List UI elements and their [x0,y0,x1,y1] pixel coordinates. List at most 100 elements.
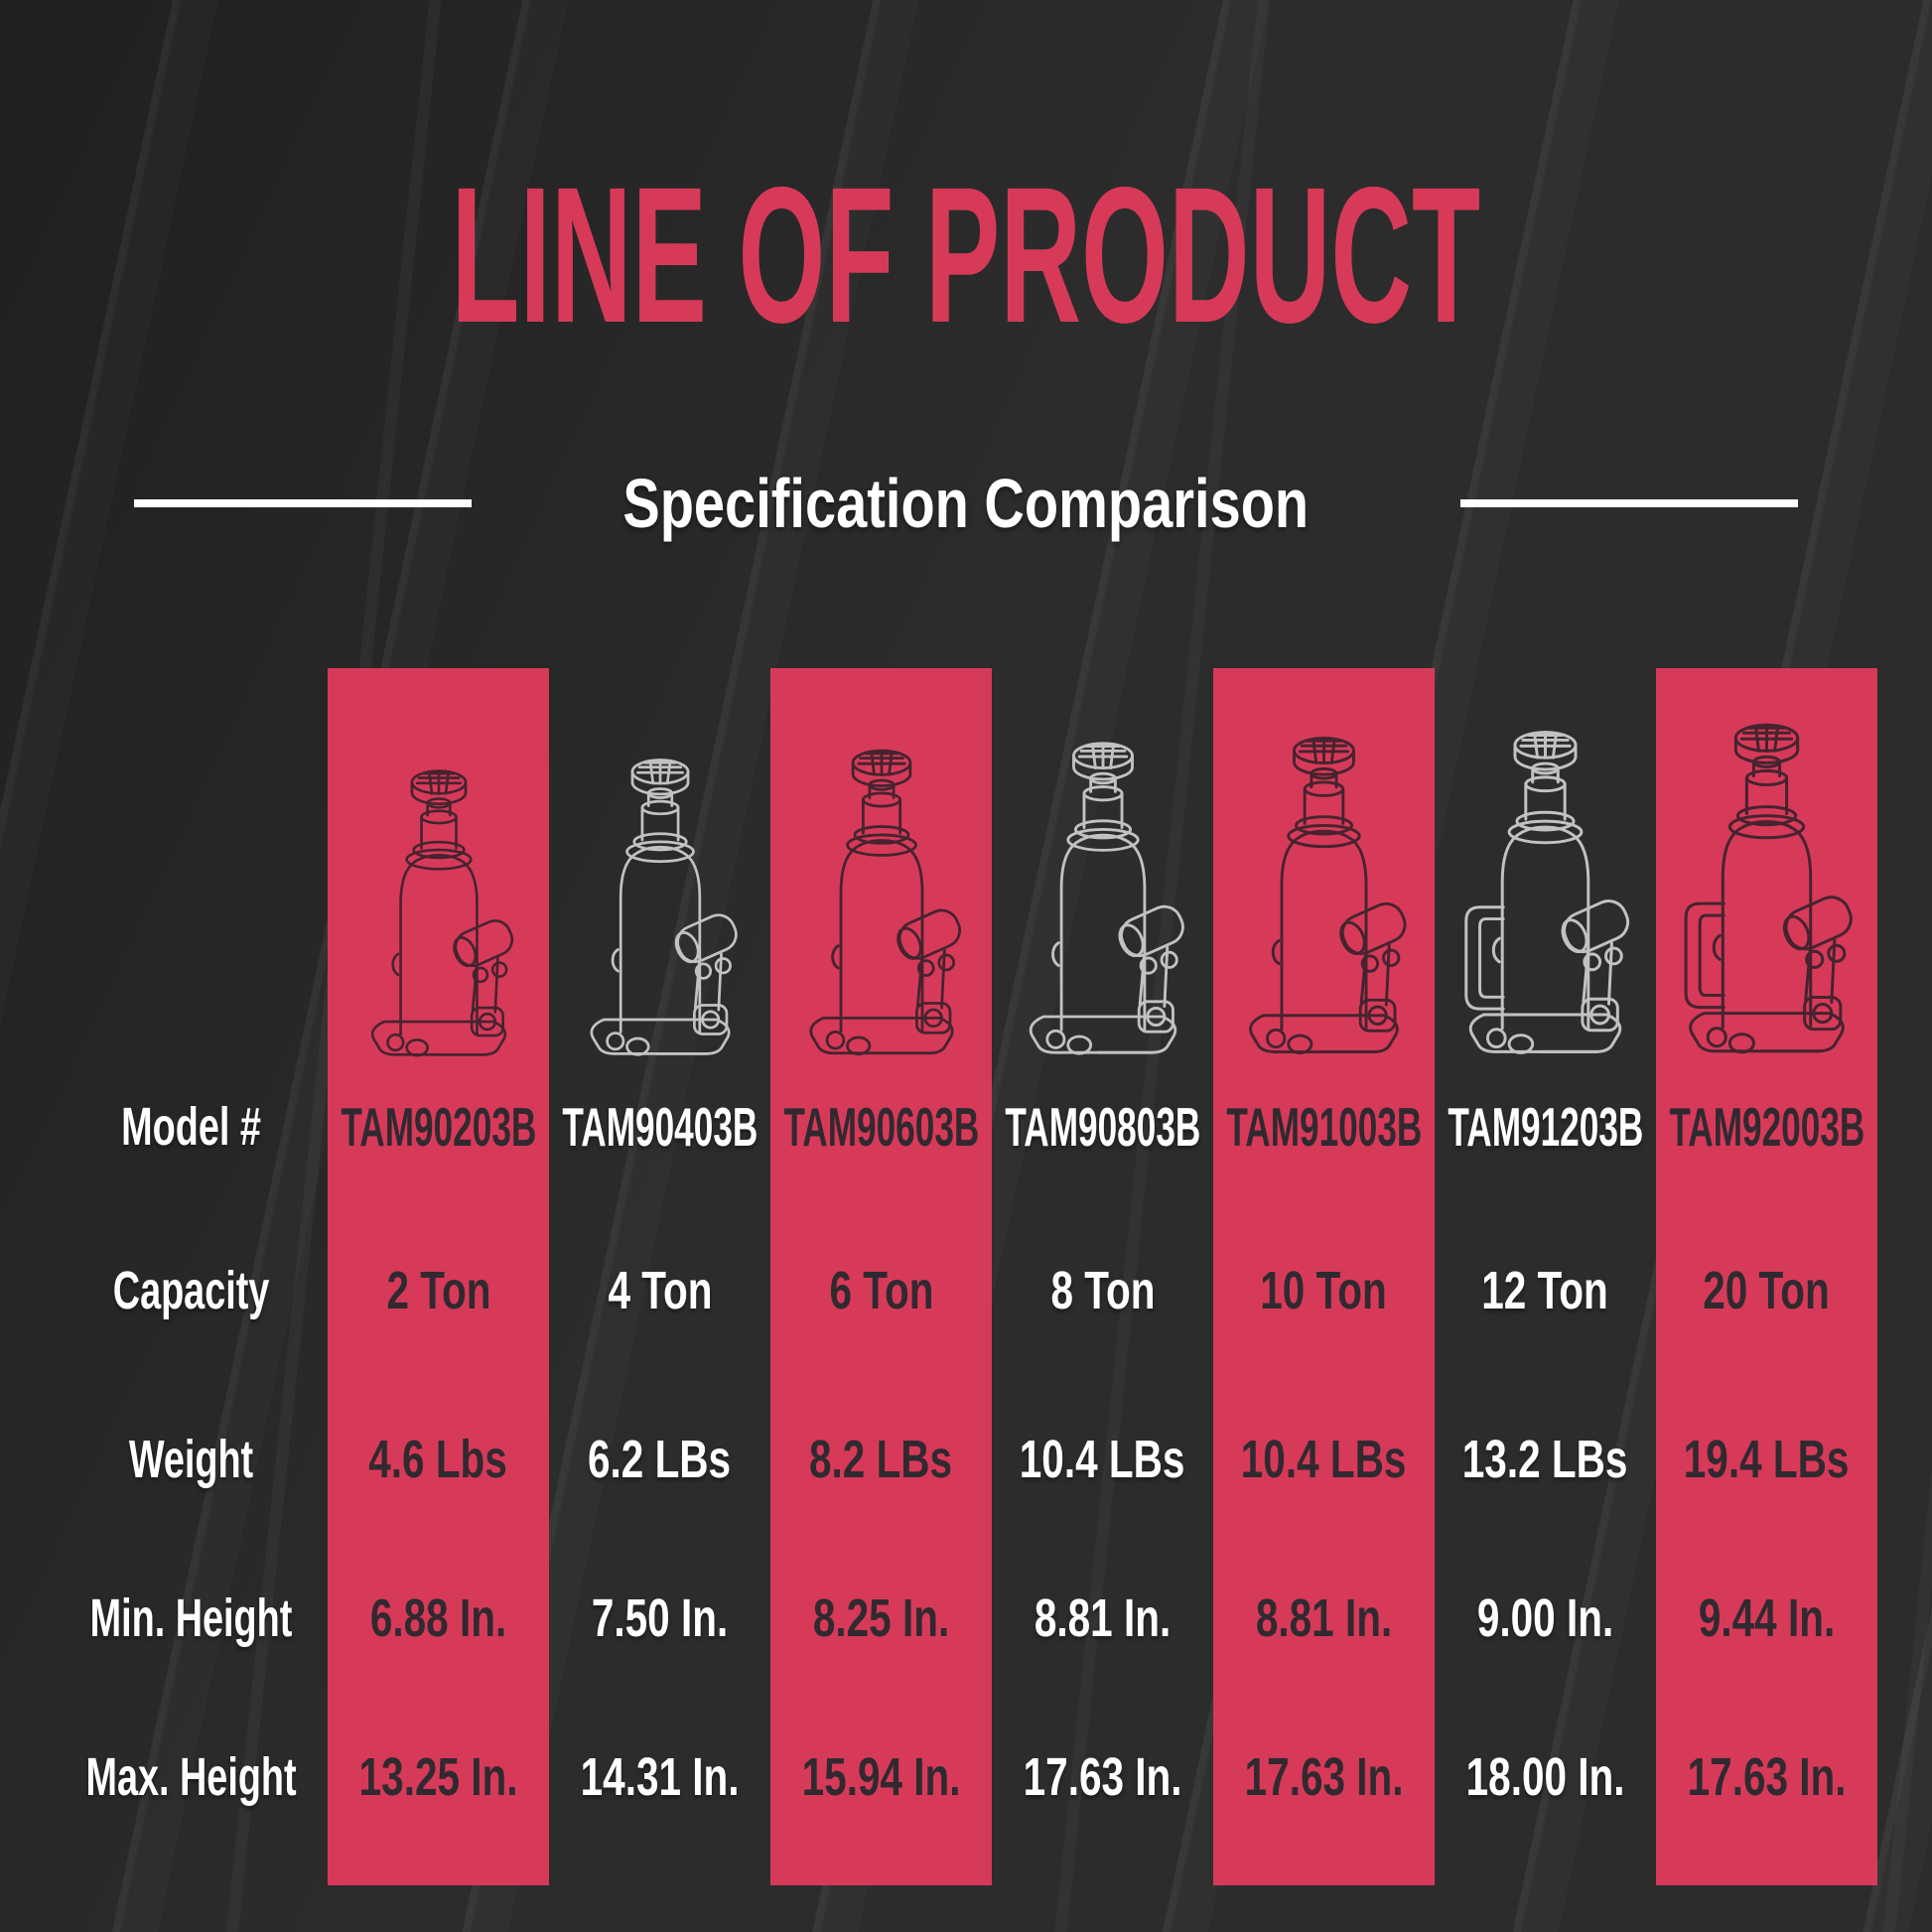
min-height-text: 8.81 In. [1255,1588,1393,1648]
weight-value-2: 6.2 LBs [549,1429,770,1490]
weight-text: 4.6 Lbs [368,1430,508,1489]
highlight-stripe-3 [1213,668,1435,1885]
row-label-capacity: Capacity [0,1260,328,1321]
capacity-value-2: 4 Ton [549,1260,770,1321]
bottle-jack-icon [1029,742,1189,1055]
jack-illustration-row [0,668,1877,1077]
model-value-6: TAM91203B [1435,1095,1656,1159]
row-label-max-height: Max. Height [0,1746,328,1808]
page-title-text: LINE OF PRODUCT [451,147,1481,363]
capacity-value-6: 12 Ton [1435,1260,1656,1321]
model-text: TAM90203B [341,1096,536,1158]
model-value-2: TAM90403B [549,1095,770,1159]
row-label-capacity-text: Capacity [112,1261,270,1320]
model-value-7: TAM92003B [1656,1095,1877,1159]
weight-text: 10.4 LBs [1241,1430,1407,1489]
capacity-text: 8 Ton [1049,1261,1155,1320]
weight-value-6: 13.2 LBs [1435,1429,1656,1490]
weight-value-7: 19.4 LBs [1656,1429,1877,1490]
weight-row: Weight 4.6 Lbs 6.2 LBs 8.2 LBs 10.4 LBs … [0,1420,1877,1499]
weight-text: 6.2 LBs [588,1430,732,1489]
min-height-value-4: 8.81 In. [992,1587,1213,1649]
min-height-value-3: 8.25 In. [770,1587,992,1649]
capacity-text: 12 Ton [1481,1261,1609,1320]
min-height-text: 6.88 In. [369,1588,507,1648]
weight-text: 10.4 LBs [1020,1430,1185,1489]
max-height-text: 17.63 In. [1687,1747,1847,1807]
bottle-jack-icon [808,749,966,1056]
min-height-text: 9.00 In. [1476,1588,1614,1648]
max-height-text: 17.63 In. [1244,1747,1404,1807]
model-value-3: TAM90603B [770,1095,992,1159]
bottle-jack-icon [589,759,743,1056]
min-height-value-7: 9.44 In. [1656,1587,1877,1649]
row-label-model: Model # [0,1096,328,1158]
row-label-weight-text: Weight [128,1430,254,1489]
weight-text: 13.2 LBs [1462,1430,1628,1489]
capacity-value-4: 8 Ton [992,1260,1213,1321]
highlight-stripe-2 [770,668,992,1885]
min-height-value-5: 8.81 In. [1213,1587,1435,1649]
row-label-model-text: Model # [121,1097,261,1157]
min-height-text: 8.25 In. [812,1588,950,1648]
jack-cell-4 [992,668,1213,1077]
max-height-value-3: 15.94 In. [770,1746,992,1808]
max-height-value-1: 13.25 In. [328,1746,549,1808]
min-height-text: 7.50 In. [591,1588,729,1648]
max-height-value-6: 18.00 In. [1435,1746,1656,1808]
min-height-text: 8.81 In. [1034,1588,1172,1648]
capacity-text: 10 Ton [1260,1261,1388,1320]
page-title: LINE OF PRODUCT [0,159,1932,352]
min-height-value-6: 9.00 In. [1435,1587,1656,1649]
capacity-row: Capacity 2 Ton 4 Ton 6 Ton 8 Ton 10 Ton … [0,1251,1877,1330]
max-height-value-4: 17.63 In. [992,1746,1213,1808]
model-row: Model # TAM90203B TAM90403B TAM90603B TA… [0,1087,1877,1167]
subtitle-row: Specification Comparison [0,459,1932,548]
model-value-4: TAM90803B [992,1095,1213,1159]
bottle-jack-with-handle-icon [1684,723,1859,1054]
row-label-min-height-text: Min. Height [89,1588,293,1648]
capacity-text: 20 Ton [1703,1261,1831,1320]
subtitle-rule-left [134,499,473,507]
row-label-max-height-text: Max. Height [85,1747,297,1807]
max-height-text: 18.00 In. [1465,1747,1625,1807]
weight-value-5: 10.4 LBs [1213,1429,1435,1490]
jack-cell-2 [549,668,770,1077]
bottle-jack-with-handle-icon [1464,731,1635,1054]
max-height-value-2: 14.31 In. [549,1746,770,1808]
model-text: TAM91203B [1448,1096,1643,1158]
jack-cell-6 [1435,668,1656,1077]
weight-value-3: 8.2 LBs [770,1429,992,1490]
max-height-text: 13.25 In. [358,1747,518,1807]
weight-value-1: 4.6 Lbs [328,1429,549,1490]
jack-cell-5 [1213,668,1435,1077]
capacity-text: 4 Ton [607,1261,712,1320]
page-subtitle: Specification Comparison [537,469,1394,538]
weight-text: 8.2 LBs [809,1430,953,1489]
bottle-jack-icon [370,769,518,1057]
subtitle-rule-right [1459,499,1798,507]
highlight-stripe-1 [328,668,549,1885]
jack-cell-3 [770,668,992,1077]
model-text: TAM90603B [783,1096,979,1158]
capacity-value-1: 2 Ton [328,1260,549,1321]
row-label-min-height: Min. Height [0,1587,328,1649]
bottle-jack-icon [1249,736,1413,1054]
max-height-text: 14.31 In. [580,1747,740,1807]
capacity-value-7: 20 Ton [1656,1260,1877,1321]
page-subtitle-text: Specification Comparison [622,465,1310,542]
model-text: TAM92003B [1669,1096,1864,1158]
min-height-text: 9.44 In. [1698,1588,1836,1648]
model-text: TAM90403B [562,1096,758,1158]
min-height-row: Min. Height 6.88 In. 7.50 In. 8.25 In. 8… [0,1579,1877,1658]
jack-cell-1 [328,668,549,1077]
max-height-value-7: 17.63 In. [1656,1746,1877,1808]
weight-text: 19.4 LBs [1684,1430,1850,1489]
model-value-5: TAM91003B [1213,1095,1435,1159]
highlight-stripe-4 [1656,668,1877,1885]
jack-cell-7 [1656,668,1877,1077]
weight-value-4: 10.4 LBs [992,1429,1213,1490]
min-height-value-2: 7.50 In. [549,1587,770,1649]
model-value-1: TAM90203B [328,1095,549,1159]
